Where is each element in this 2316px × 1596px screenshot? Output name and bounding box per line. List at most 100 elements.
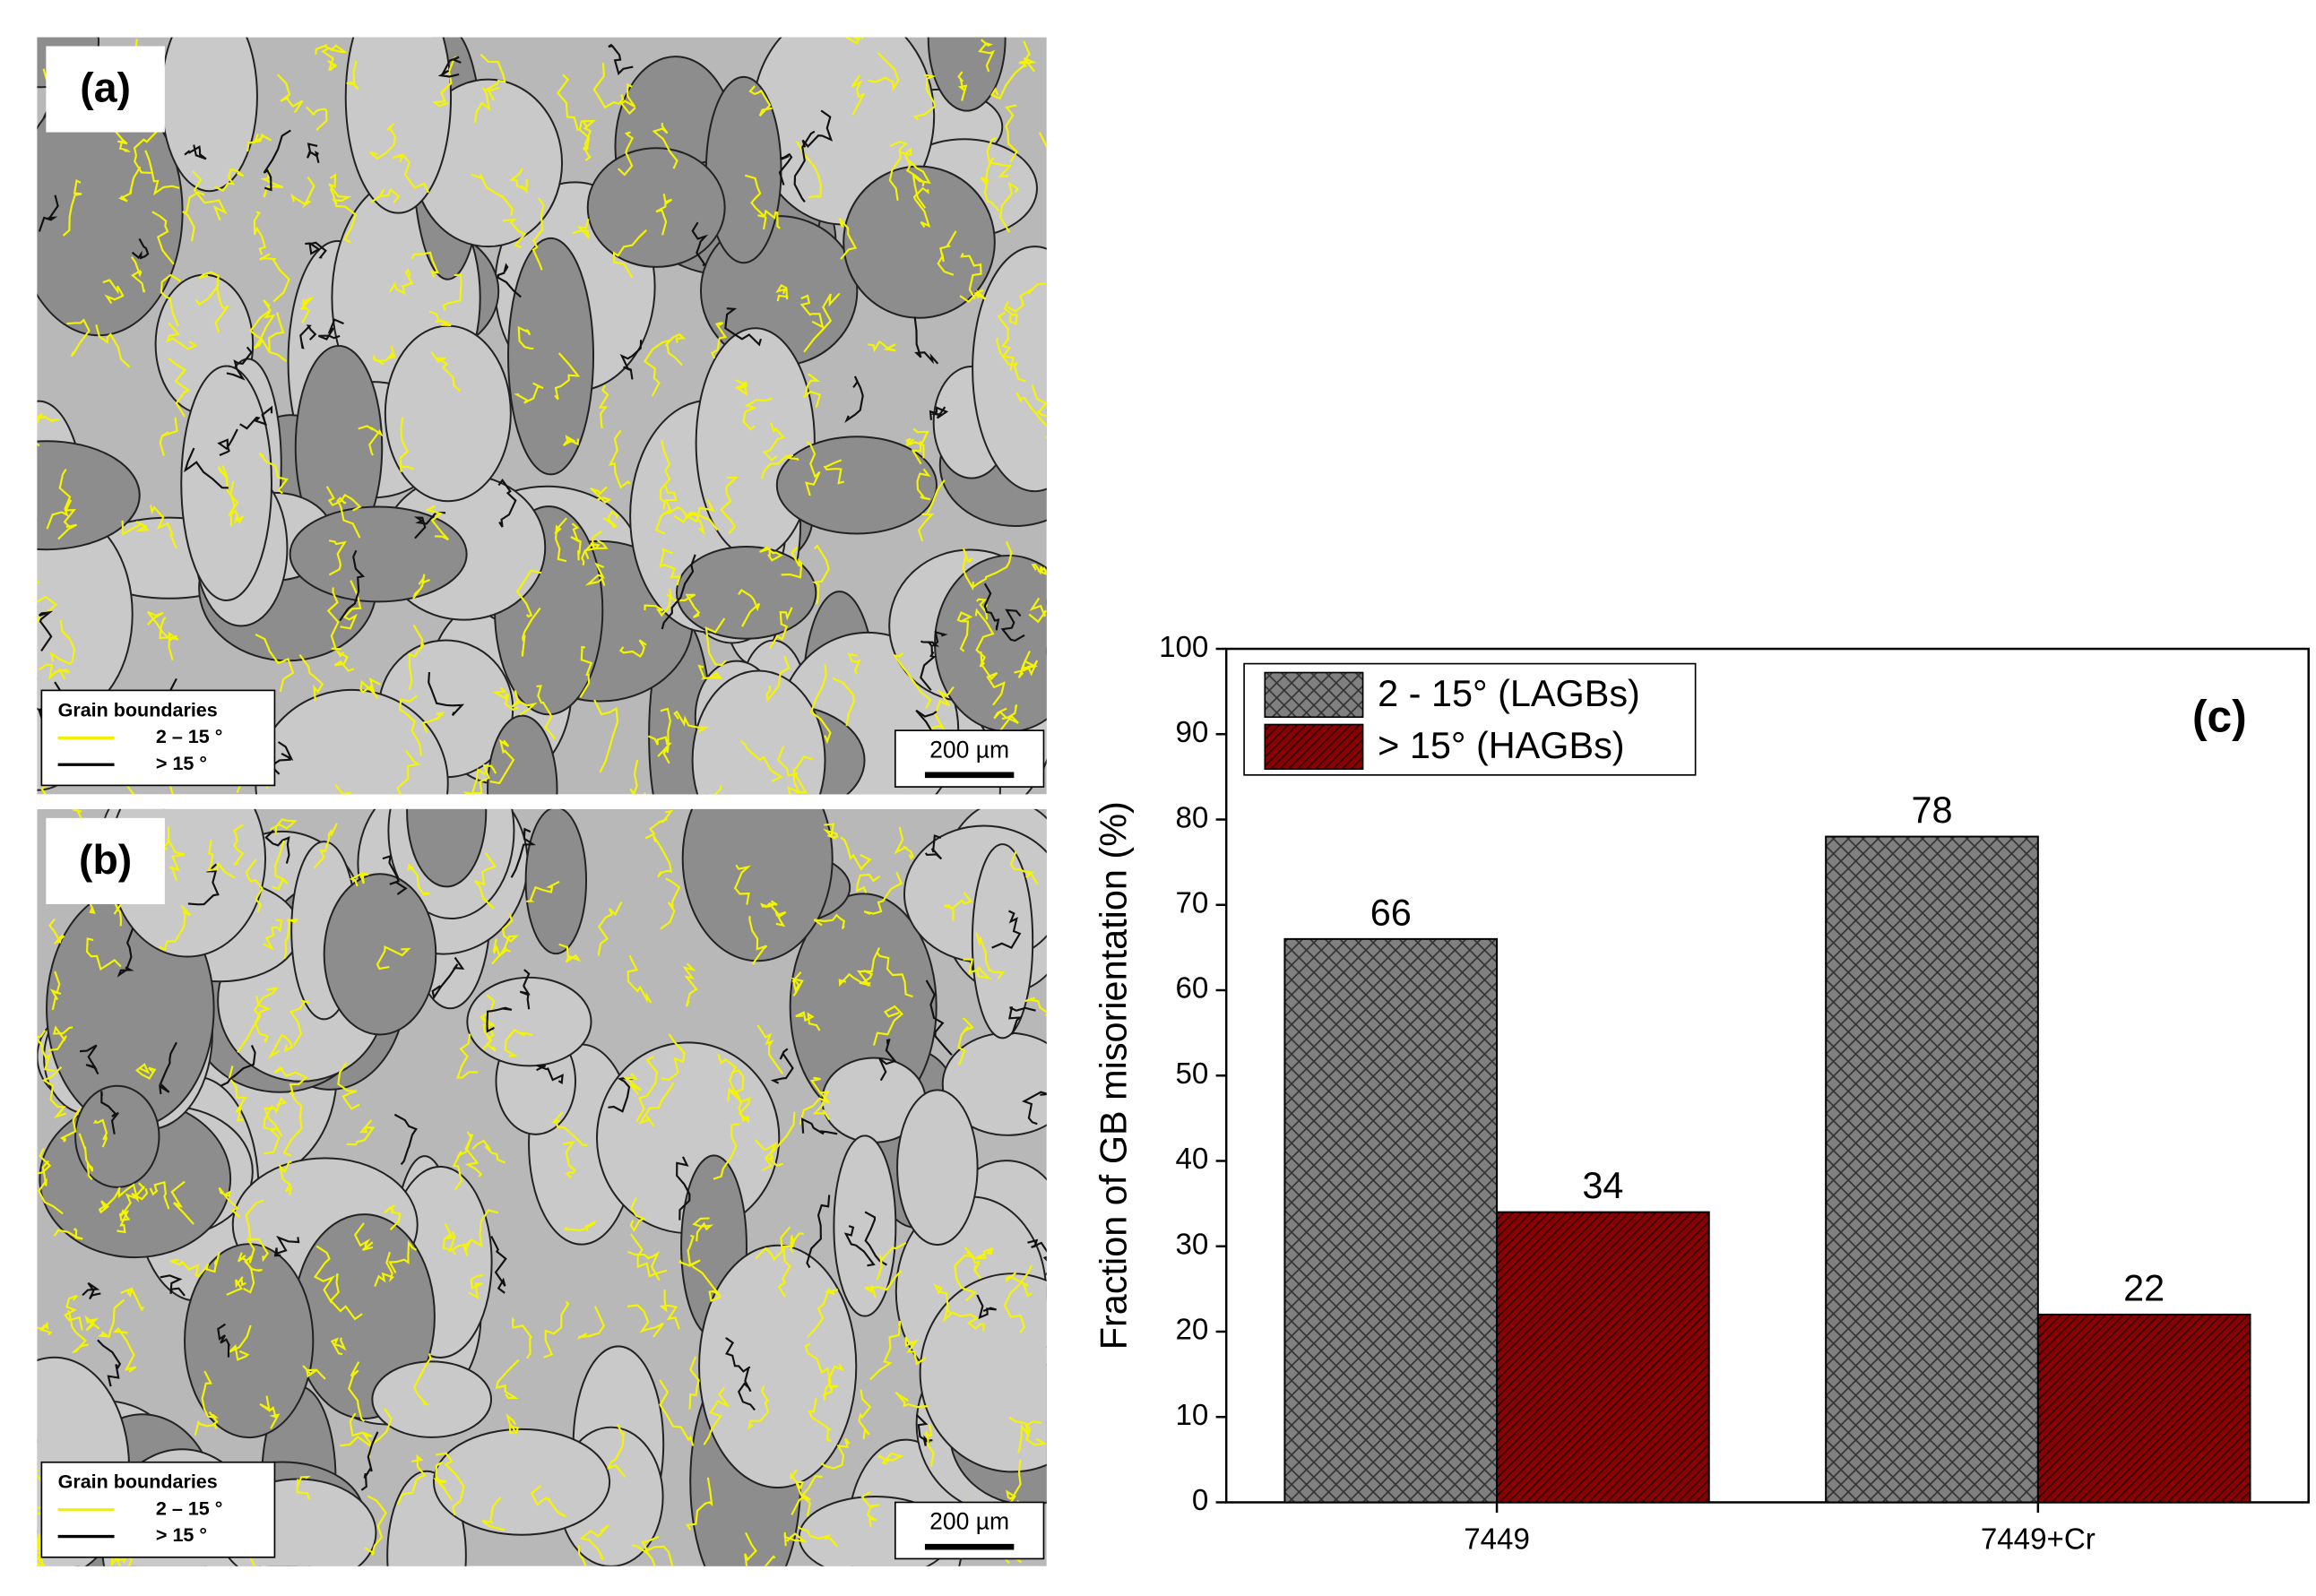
boundary	[742, 397, 773, 431]
boundary	[659, 1379, 695, 1446]
boundary	[471, 173, 514, 216]
grain	[37, 440, 141, 551]
boundary	[237, 987, 279, 1053]
boundary	[876, 1241, 907, 1281]
boundary	[97, 1339, 122, 1387]
boundary	[832, 677, 856, 727]
boundary	[158, 904, 192, 952]
boundary	[389, 268, 414, 296]
boundary	[963, 958, 992, 980]
boundary	[744, 1531, 757, 1566]
boundary	[151, 211, 175, 265]
boundary	[302, 1365, 326, 1380]
boundary	[258, 452, 289, 495]
grain	[74, 1084, 160, 1188]
boundary	[647, 735, 672, 757]
boundary	[340, 580, 362, 630]
boundary	[468, 1273, 484, 1299]
boundary	[85, 937, 122, 971]
boundary	[514, 382, 544, 404]
boundary	[929, 406, 949, 420]
boundary	[660, 877, 681, 930]
boundary	[598, 384, 609, 428]
boundary	[340, 1408, 393, 1447]
boundary	[924, 834, 943, 860]
boundary	[812, 1090, 831, 1121]
boundary	[382, 854, 408, 895]
boundary	[1022, 1091, 1047, 1126]
legend-swatch	[1264, 671, 1364, 719]
boundary	[806, 1195, 831, 1269]
boundary	[808, 1398, 833, 1443]
grain	[524, 808, 588, 955]
boundary	[843, 1225, 876, 1267]
x-tick-label: 7449	[1464, 1523, 1530, 1556]
boundary	[410, 251, 440, 278]
boundary	[838, 969, 874, 988]
boundary	[563, 1220, 597, 1232]
boundary	[37, 1030, 55, 1073]
map-legend-item: 2 – 15 °	[156, 726, 222, 747]
boundary	[264, 829, 290, 864]
boundary	[956, 1017, 974, 1066]
boundary	[777, 1245, 794, 1298]
boundary	[795, 1011, 821, 1031]
boundary	[82, 1281, 101, 1300]
boundary	[838, 217, 858, 260]
boundary	[246, 133, 272, 152]
boundary	[986, 137, 1013, 178]
boundary	[717, 1053, 739, 1102]
boundary	[1009, 851, 1039, 885]
boundary	[878, 1038, 897, 1082]
boundary	[608, 1077, 634, 1113]
boundary	[652, 123, 678, 169]
value-label: 78	[1911, 789, 1952, 831]
boundary	[1024, 1420, 1047, 1446]
boundary	[448, 1230, 471, 1253]
boundary	[801, 109, 834, 148]
boundary	[113, 129, 132, 152]
boundary	[558, 943, 582, 963]
boundary	[413, 1353, 432, 1406]
boundary	[1014, 660, 1039, 677]
x-tick-label: 7449+Cr	[1981, 1523, 2096, 1556]
boundary	[130, 256, 146, 293]
boundary	[638, 1082, 675, 1127]
boundary	[501, 913, 519, 953]
boundary	[912, 73, 937, 121]
boundary	[800, 1117, 838, 1135]
boundary	[346, 1119, 376, 1146]
legend-label: > 15° (HAGBs)	[1378, 725, 1624, 766]
boundary	[353, 1222, 374, 1251]
boundary	[581, 531, 602, 566]
boundary	[748, 85, 773, 116]
boundary	[328, 539, 347, 576]
boundary	[1024, 996, 1047, 1017]
boundary	[239, 405, 273, 430]
boundary	[428, 310, 452, 327]
boundary	[976, 1294, 997, 1320]
boundary	[517, 325, 534, 350]
boundary	[194, 271, 220, 306]
boundary	[396, 750, 421, 795]
boundary	[194, 1411, 219, 1436]
boundary	[1028, 597, 1047, 624]
boundary	[619, 340, 643, 380]
boundary	[407, 863, 430, 896]
boundary	[581, 119, 597, 151]
boundary	[802, 373, 822, 409]
boundary	[421, 712, 445, 734]
boundary	[228, 480, 245, 525]
boundary	[761, 1111, 796, 1172]
boundary	[823, 823, 839, 840]
boundary	[739, 739, 783, 782]
boundary	[744, 174, 767, 230]
boundary	[991, 910, 1022, 950]
y-tick-label: 40	[1175, 1143, 1208, 1176]
grain	[775, 436, 938, 535]
boundary	[579, 645, 593, 698]
value-label: 34	[1582, 1165, 1623, 1206]
boundary	[511, 1316, 532, 1359]
boundary	[666, 332, 687, 367]
